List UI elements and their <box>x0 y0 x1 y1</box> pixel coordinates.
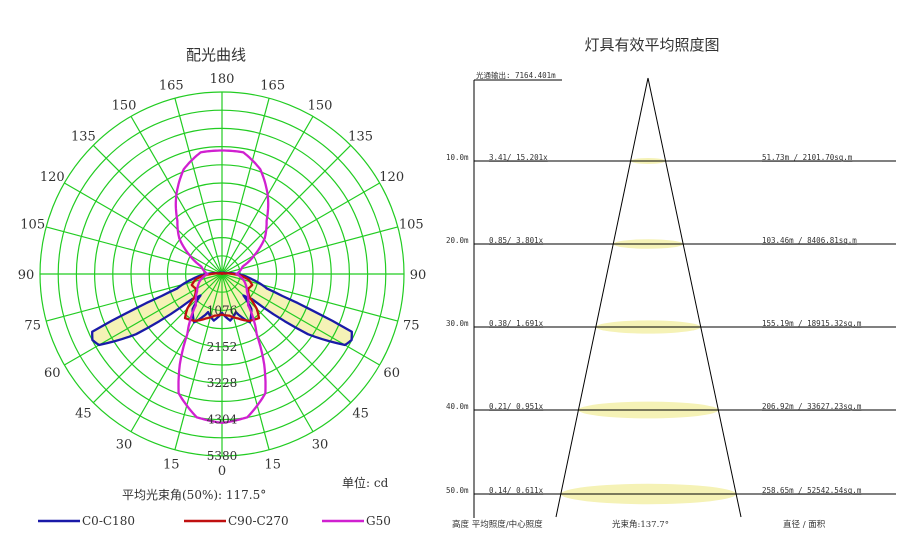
polar-series-group <box>91 149 353 424</box>
cone-right-edge <box>647 77 742 518</box>
row-height: 10.0m <box>446 153 469 162</box>
angle-label: 165 <box>260 79 285 94</box>
ring-label: 4304 <box>207 413 238 427</box>
angle-label: 0 <box>218 464 226 479</box>
angle-label: 90 <box>410 268 427 283</box>
angle-label: 120 <box>379 170 404 185</box>
illum-footer-right: 直径 / 面积 <box>783 519 826 530</box>
row-height: 40.0m <box>446 402 469 411</box>
grid-spoke <box>221 98 270 275</box>
grid-spoke <box>221 273 270 450</box>
series-curve-1 <box>183 272 261 323</box>
angle-label: 105 <box>20 217 45 232</box>
angle-label: 15 <box>163 457 180 472</box>
illuminance-diagram: 灯具有效平均照度图 光通输出: 7164.401m 10.0m 3.41/ 15.… <box>446 36 896 530</box>
unit-label: 单位: cd <box>342 475 389 490</box>
grid-spoke <box>221 226 398 275</box>
row-diameter-area: 103.46m / 8406.81sq.m <box>762 236 857 245</box>
beam-angle-label: 平均光束角(50%): 117.5° <box>122 488 266 502</box>
cone-left-edge <box>555 77 649 518</box>
angle-label: 135 <box>348 129 373 144</box>
grid-spoke <box>174 273 223 450</box>
angle-label: 60 <box>44 366 61 381</box>
grid-spoke <box>174 98 223 275</box>
illum-beam-angle: 光束角:137.7° <box>612 519 669 530</box>
legend-label-1: C90-C270 <box>228 514 289 528</box>
angle-label: 90 <box>18 268 35 283</box>
row-illuminance: 0.38/ 1.691x <box>489 319 544 328</box>
grid-spoke <box>221 182 380 275</box>
angle-label: 180 <box>210 72 235 87</box>
angle-label: 150 <box>112 98 137 113</box>
angle-label: 45 <box>352 407 369 422</box>
angle-label: 60 <box>383 366 400 381</box>
ring-label: 2152 <box>207 340 238 354</box>
angle-label: 75 <box>403 319 420 334</box>
polar-title: 配光曲线 <box>186 46 246 64</box>
ring-label: 1076 <box>207 303 238 317</box>
angle-label: 30 <box>312 438 329 453</box>
illum-rows: 10.0m 3.41/ 15.201x 51.73m / 2101.70sq.m 20… <box>446 153 896 495</box>
angle-label: 120 <box>40 170 65 185</box>
row-illuminance: 0.85/ 3.801x <box>489 236 544 245</box>
angle-label: 75 <box>24 319 41 334</box>
angle-label: 150 <box>308 98 333 113</box>
angle-label: 15 <box>264 457 281 472</box>
angle-label: 135 <box>71 129 96 144</box>
angle-label: 105 <box>399 217 424 232</box>
angle-label: 165 <box>159 79 184 94</box>
grid-spoke <box>64 182 223 275</box>
row-diameter-area: 206.92m / 33627.23sq.m <box>762 402 862 411</box>
grid-spoke <box>46 226 223 275</box>
grid-spoke <box>221 273 314 432</box>
grid-spoke <box>221 144 352 275</box>
row-diameter-area: 258.65m / 52542.54sq.m <box>762 486 862 495</box>
legend-label-2: G50 <box>366 514 391 528</box>
polar-ring-labels: 1076 2152 3228 4304 5380 <box>207 303 238 463</box>
ring-label: 5380 <box>207 449 238 463</box>
row-illuminance: 3.41/ 15.201x <box>489 153 548 162</box>
row-height: 30.0m <box>446 319 469 328</box>
row-illuminance: 0.14/ 0.611x <box>489 486 544 495</box>
series-curve-2 <box>174 149 270 424</box>
luminous-flux-label: 光通输出: 7164.401m <box>476 70 556 80</box>
ring-label: 3228 <box>207 376 238 390</box>
row-height: 50.0m <box>446 486 469 495</box>
angle-label: 45 <box>75 407 92 422</box>
illum-title: 灯具有效平均照度图 <box>584 36 719 54</box>
row-diameter-area: 155.19m / 18915.32sq.m <box>762 319 862 328</box>
row-illuminance: 0.21/ 0.951x <box>489 402 544 411</box>
illum-ellipses <box>560 158 737 505</box>
illum-footer-left: 高度 平均照度/中心照度 <box>452 519 543 530</box>
grid-spoke <box>130 273 223 432</box>
legend-label-0: C0-C180 <box>82 514 135 528</box>
grid-spoke <box>92 144 223 275</box>
polar-legend: C0-C180 C90-C270 G50 <box>38 514 391 528</box>
row-height: 20.0m <box>446 236 469 245</box>
angle-label: 30 <box>116 438 133 453</box>
row-diameter-area: 51.73m / 2101.70sq.m <box>762 153 853 162</box>
